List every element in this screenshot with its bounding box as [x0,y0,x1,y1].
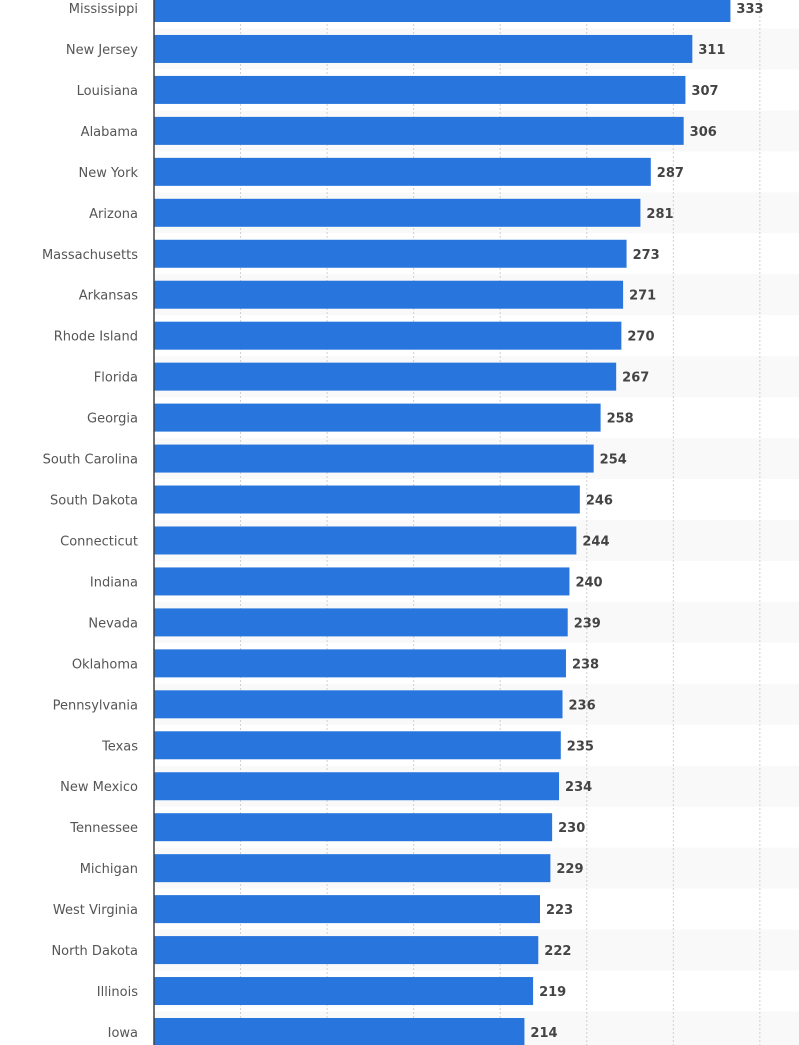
category-label: Arkansas [79,289,138,304]
bar [154,116,684,145]
value-label: 235 [567,739,594,754]
category-label: South Carolina [43,453,138,468]
bars [154,0,731,1045]
value-label: 287 [657,166,684,181]
bar [154,772,560,801]
category-label: New Mexico [60,780,138,795]
value-label: 229 [556,862,583,877]
category-label: Georgia [87,412,138,427]
bar [154,157,651,186]
bar [154,444,594,473]
bar [154,813,553,842]
value-label: 267 [622,371,649,386]
category-label: South Dakota [50,494,138,509]
value-label: 271 [629,289,656,304]
bar [154,731,561,760]
bar [154,34,693,63]
value-label: 222 [544,944,571,959]
value-labels: 333 311 307 306 287 281 273 271 270 267 258 254 246 2… [530,2,763,1041]
category-label: New York [78,166,138,181]
bar [154,1018,525,1045]
value-label: 281 [646,207,673,222]
category-label: Tennessee [69,821,138,836]
category-label: Michigan [80,862,138,877]
bar [154,362,617,391]
bar [154,403,601,432]
bar [154,977,534,1006]
value-label: 214 [530,1026,557,1041]
category-label: Massachusetts [42,248,138,263]
bar [154,239,627,268]
value-label: 270 [627,330,654,345]
bar [154,75,686,104]
value-label: 239 [574,616,601,631]
category-label: Florida [94,371,138,386]
category-labels: Mississippi New Jersey Louisiana Alabama New… [42,2,139,1041]
value-label: 236 [569,698,596,713]
value-label: 246 [586,494,613,509]
category-label: Illinois [97,985,138,1000]
value-label: 254 [600,453,627,468]
bar [154,526,577,555]
category-label: Texas [101,739,138,754]
bar [154,485,580,514]
bar [154,854,551,883]
category-label: Louisiana [77,84,138,99]
value-label: 273 [633,248,660,263]
category-label: New Jersey [66,43,138,58]
value-label: 333 [736,2,763,17]
value-label: 244 [582,534,609,549]
bar [154,608,568,637]
value-label: 240 [575,575,602,590]
bar [154,649,566,678]
value-label: 238 [572,657,599,672]
bar [154,895,541,924]
bar [154,567,570,596]
value-label: 311 [698,43,725,58]
category-label: West Virginia [53,903,138,918]
value-label: 223 [546,903,573,918]
value-label: 219 [539,985,566,1000]
value-label: 306 [690,125,717,140]
category-label: Rhode Island [54,330,138,345]
category-label: Oklahoma [72,657,138,672]
category-label: Connecticut [60,534,138,549]
category-label: Arizona [89,207,138,222]
value-label: 258 [607,412,634,427]
category-label: Nevada [88,616,138,631]
bar [154,280,624,309]
bar [154,936,539,965]
bar [154,690,563,719]
bar [154,198,641,227]
category-label: Pennsylvania [53,698,138,713]
bar [154,321,622,350]
value-label: 234 [565,780,592,795]
value-label: 230 [558,821,585,836]
value-label: 307 [691,84,718,99]
category-label: Iowa [108,1026,138,1041]
bar [154,0,731,22]
category-label: Mississippi [69,2,138,17]
category-label: Alabama [81,125,138,140]
category-label: Indiana [90,575,138,590]
category-label: North Dakota [51,944,138,959]
